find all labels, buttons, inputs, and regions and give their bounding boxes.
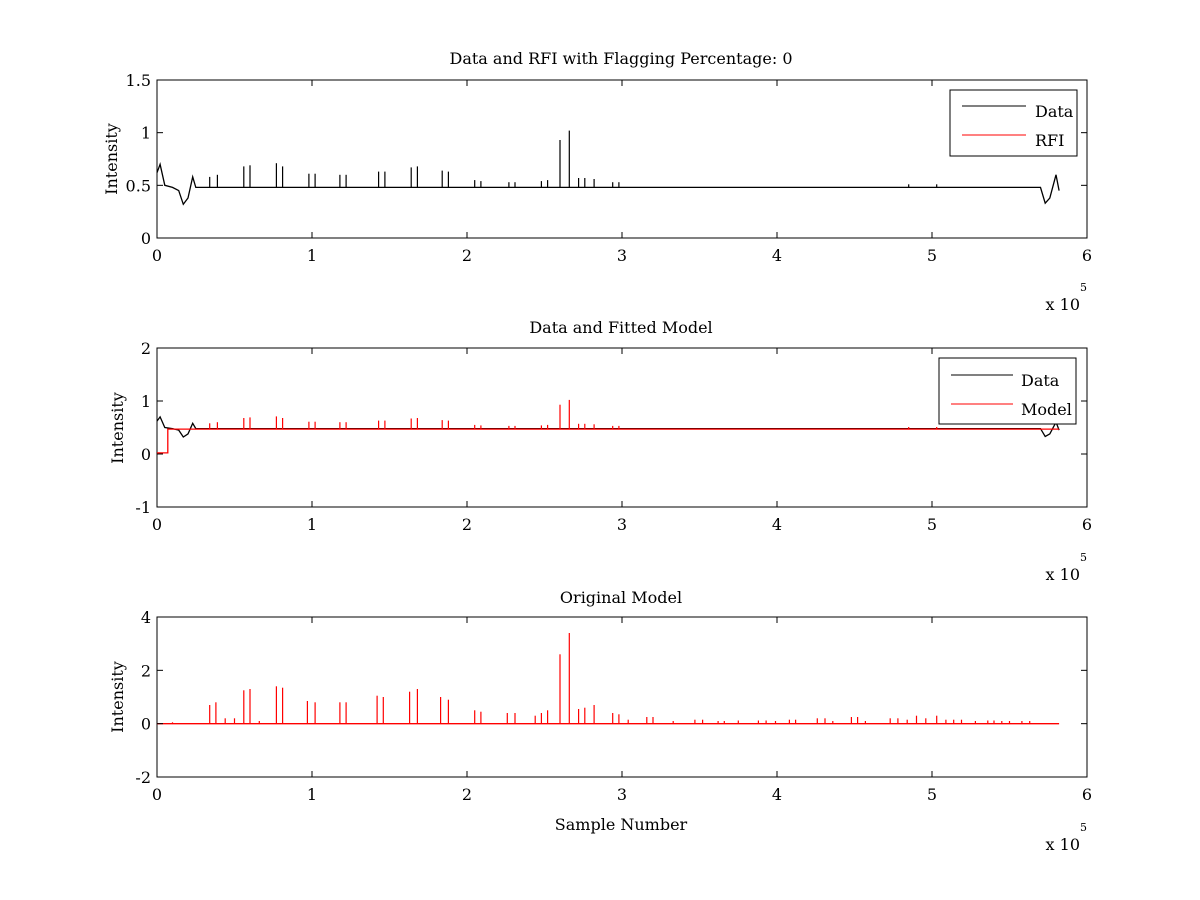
x-tick-label: 5 <box>927 785 937 804</box>
legend-label-data: Data <box>1035 102 1074 121</box>
y-tick-label: 4 <box>141 608 151 627</box>
subplot-data-rfi: Data and RFI with Flagging Percentage: 0… <box>102 49 1092 314</box>
x-exponent-label: 5 <box>1080 281 1087 294</box>
x-tick-label: 2 <box>462 515 472 534</box>
x-tick-label: 5 <box>927 515 937 534</box>
y-tick-label: -1 <box>135 498 151 517</box>
y-tick-label: 2 <box>141 661 151 680</box>
x-tick-label: 4 <box>772 785 782 804</box>
subplot-title: Data and Fitted Model <box>529 318 712 337</box>
y-tick-label: -2 <box>135 768 151 787</box>
x-tick-label: 0 <box>152 785 162 804</box>
x-tick-label: 1 <box>307 246 317 265</box>
x-tick-label: 5 <box>927 246 937 265</box>
y-tick-label: 2 <box>141 339 151 358</box>
series-layer <box>156 399 1060 454</box>
axes-layer: 0 1 2 3 4 5 6 0 0.5 1 1.5 <box>126 71 1093 265</box>
legend-label-rfi: RFI <box>1035 131 1064 150</box>
x-tick-label: 2 <box>462 785 472 804</box>
x-exponent-label: 5 <box>1080 821 1087 834</box>
x-tick-label: 1 <box>307 515 317 534</box>
legend: Data RFI <box>949 89 1078 157</box>
x-tick-label: 6 <box>1082 515 1092 534</box>
x-tick-label: 6 <box>1082 246 1092 265</box>
legend: Data Model <box>938 357 1077 425</box>
y-tick-label: 1 <box>141 124 151 143</box>
x-axis-label: Sample Number <box>555 815 688 834</box>
legend-label-data: Data <box>1021 371 1060 390</box>
x-exponent-label: 5 <box>1080 551 1087 564</box>
legend-box <box>938 357 1077 425</box>
series-line <box>156 162 1060 206</box>
x-multiplier-label: x 10 <box>1046 565 1080 584</box>
y-tick-label: 0 <box>141 715 151 734</box>
x-tick-label: 3 <box>617 515 627 534</box>
legend-box <box>949 89 1078 157</box>
y-axis-label: Intensity <box>108 392 127 464</box>
y-axis-label: Intensity <box>102 123 121 195</box>
x-tick-label: 3 <box>617 246 627 265</box>
series-data-0 <box>156 130 1060 206</box>
x-tick-label: 6 <box>1082 785 1092 804</box>
x-tick-label: 0 <box>152 515 162 534</box>
x-tick-label: 0 <box>152 246 162 265</box>
y-tick-label: 0.5 <box>126 176 151 195</box>
x-tick-label: 4 <box>772 515 782 534</box>
series-line <box>157 428 1060 454</box>
y-tick-label: 1 <box>141 392 151 411</box>
x-multiplier-label: x 10 <box>1046 295 1080 314</box>
subplot-title: Original Model <box>560 588 682 607</box>
x-multiplier-label: x 10 <box>1046 835 1080 854</box>
plot-area <box>156 79 1088 239</box>
series-layer <box>157 633 1060 725</box>
plot-area <box>156 616 1088 778</box>
x-tick-label: 3 <box>617 785 627 804</box>
subplot-title: Data and RFI with Flagging Percentage: 0 <box>449 49 792 68</box>
x-tick-label: 1 <box>307 785 317 804</box>
x-tick-label: 4 <box>772 246 782 265</box>
x-tick-label: 2 <box>462 246 472 265</box>
series-model-1 <box>157 399 1060 454</box>
legend-label-model: Model <box>1021 400 1072 419</box>
y-tick-label: 0 <box>141 445 151 464</box>
y-tick-label: 1.5 <box>126 71 151 90</box>
plot-area <box>156 347 1088 508</box>
y-axis-label: Intensity <box>108 661 127 733</box>
y-tick-label: 0 <box>141 229 151 248</box>
series-model-0 <box>157 633 1060 725</box>
series-layer <box>156 130 1060 206</box>
